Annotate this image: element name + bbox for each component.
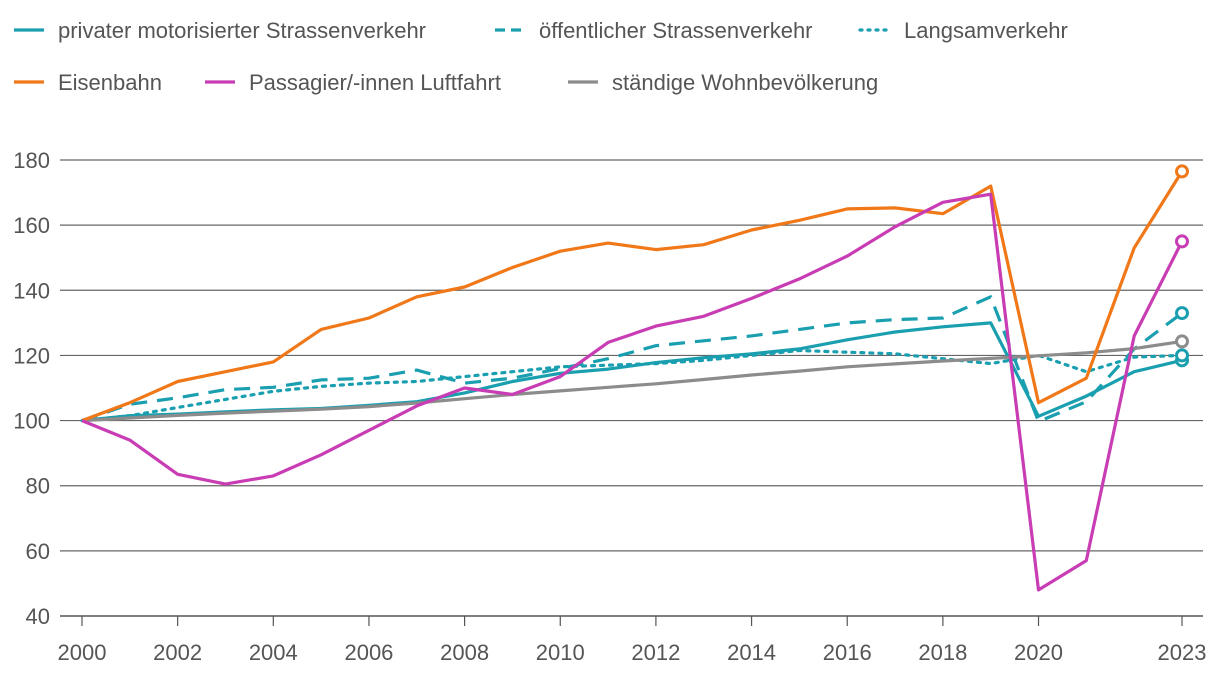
y-tick-label: 180 (13, 148, 50, 173)
x-tick-label: 2020 (1014, 640, 1063, 665)
x-axis-ticks: 2000 2002 2004 2006 2008 2010 2012 2014 2016 2018… (58, 616, 1207, 665)
y-tick-label: 80 (26, 474, 50, 499)
x-tick-label: 2000 (58, 640, 107, 665)
legend-label: privater motorisierter Strassenverkehr (58, 18, 426, 43)
x-tick-label: 2006 (344, 640, 393, 665)
x-tick-label: 2016 (823, 640, 872, 665)
legend-item-4: Passagier/-innen Luftfahrt (205, 70, 501, 95)
end-marker-1 (1175, 306, 1189, 321)
end-marker-5 (1175, 334, 1189, 349)
y-tick-label: 140 (13, 278, 50, 303)
x-tick-label: 2010 (536, 640, 585, 665)
end-marker-2 (1175, 348, 1189, 363)
x-tick-label: 2004 (249, 640, 298, 665)
gridlines (60, 159, 1203, 617)
x-tick-label: 2002 (153, 640, 202, 665)
legend-item-5: ständige Wohnbevölkerung (568, 70, 878, 95)
legend-item-3: Eisenbahn (14, 70, 162, 95)
y-tick-label: 60 (26, 539, 50, 564)
y-tick-label: 100 (13, 409, 50, 434)
series-line-3 (81, 170, 1184, 423)
legend-label: Langsamverkehr (904, 18, 1068, 43)
legend-label: Eisenbahn (58, 70, 162, 95)
legend-label: ständige Wohnbevölkerung (612, 70, 878, 95)
y-tick-label: 160 (13, 213, 50, 238)
x-tick-label: 2023 (1158, 640, 1207, 665)
x-tick-label: 2008 (440, 640, 489, 665)
x-tick-label: 2018 (918, 640, 967, 665)
legend-item-0: privater motorisierter Strassenverkehr (14, 18, 426, 43)
y-tick-label: 120 (13, 343, 50, 368)
legend-label: Passagier/-innen Luftfahrt (249, 70, 501, 95)
legend-item-2: Langsamverkehr (858, 18, 1068, 43)
series-line-4 (81, 192, 1184, 592)
series-line-1 (81, 295, 1183, 424)
legend-label: öffentlicher Strassenverkehr (539, 18, 813, 43)
legend-item-1: öffentlicher Strassenverkehr (495, 18, 813, 43)
legend: privater motorisierter Strassenverkehr öf… (14, 18, 1068, 95)
end-marker-4 (1175, 234, 1189, 249)
y-tick-label: 40 (26, 604, 50, 629)
x-tick-label: 2012 (631, 640, 680, 665)
x-tick-label: 2014 (727, 640, 776, 665)
series-line-5 (81, 339, 1183, 423)
y-axis-ticks: 40 60 80 100 120 140 160 180 (13, 148, 50, 629)
series-lines (80, 170, 1184, 592)
end-markers (1175, 164, 1189, 368)
end-marker-3 (1175, 164, 1189, 179)
